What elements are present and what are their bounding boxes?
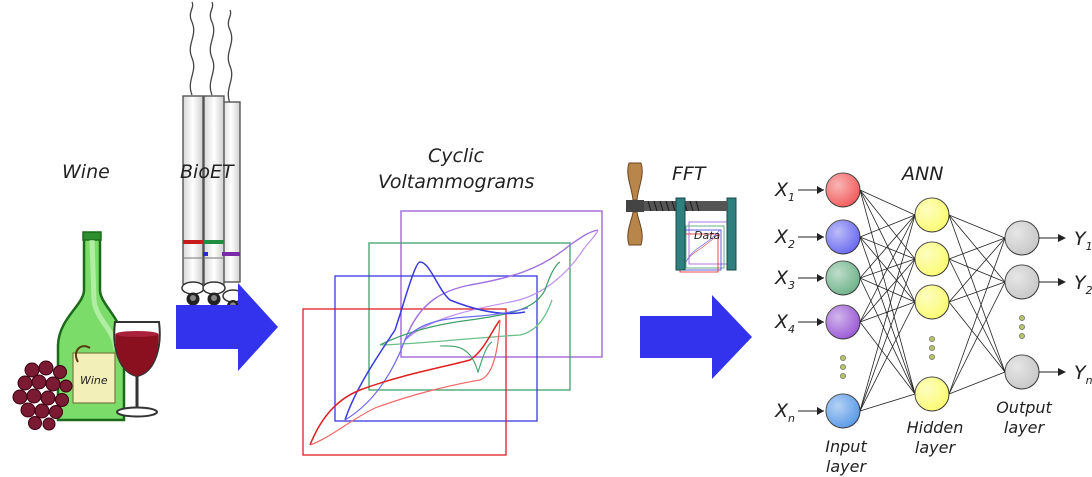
input-layer-caption: layer [826, 457, 868, 476]
wine-label: Wine [62, 161, 110, 183]
grapes-icon [12, 360, 73, 431]
hidden-layer-caption: layer [915, 438, 957, 457]
input-variable-label: X1 [774, 179, 795, 204]
bioet-electrodes [181, 1, 244, 312]
output-layer-caption: Output [996, 398, 1052, 417]
hidden-layer-caption: Hidden [907, 418, 964, 437]
arrow-to-ann [640, 295, 752, 379]
fft-label: FFT [672, 163, 707, 185]
input-layer-caption: Input [825, 437, 867, 456]
bottle-label-tag [72, 352, 116, 404]
output-variable-label: Y2 [1074, 272, 1092, 297]
bottle-label-text: Wine [80, 374, 108, 387]
ann-label: ANN [900, 163, 943, 185]
wine-bottle-illustration: Wine [12, 231, 161, 431]
output-layer-caption: layer [1004, 418, 1046, 437]
input-variable-label: X3 [774, 267, 795, 292]
cyclic-label: Cyclic [428, 145, 485, 167]
arrow-to-voltammograms [176, 283, 278, 371]
data-label: Data [694, 229, 721, 242]
fft-vise-icon: Data [626, 162, 737, 273]
voltammograms-label: Voltammograms [378, 171, 535, 193]
input-variable-label: X4 [774, 311, 795, 336]
neural-network: X1X2X3X4XnY1Y2YnInputlayerHiddenlayerOut… [774, 172, 1092, 476]
output-variable-label: Yn [1074, 362, 1092, 387]
voltammogram-stack [302, 210, 603, 456]
input-variable-label: X2 [774, 226, 795, 251]
input-variable-label: Xn [774, 400, 795, 425]
bioet-label: BioET [180, 161, 235, 183]
output-variable-label: Y1 [1074, 228, 1092, 253]
network-connections [859, 189, 1006, 412]
